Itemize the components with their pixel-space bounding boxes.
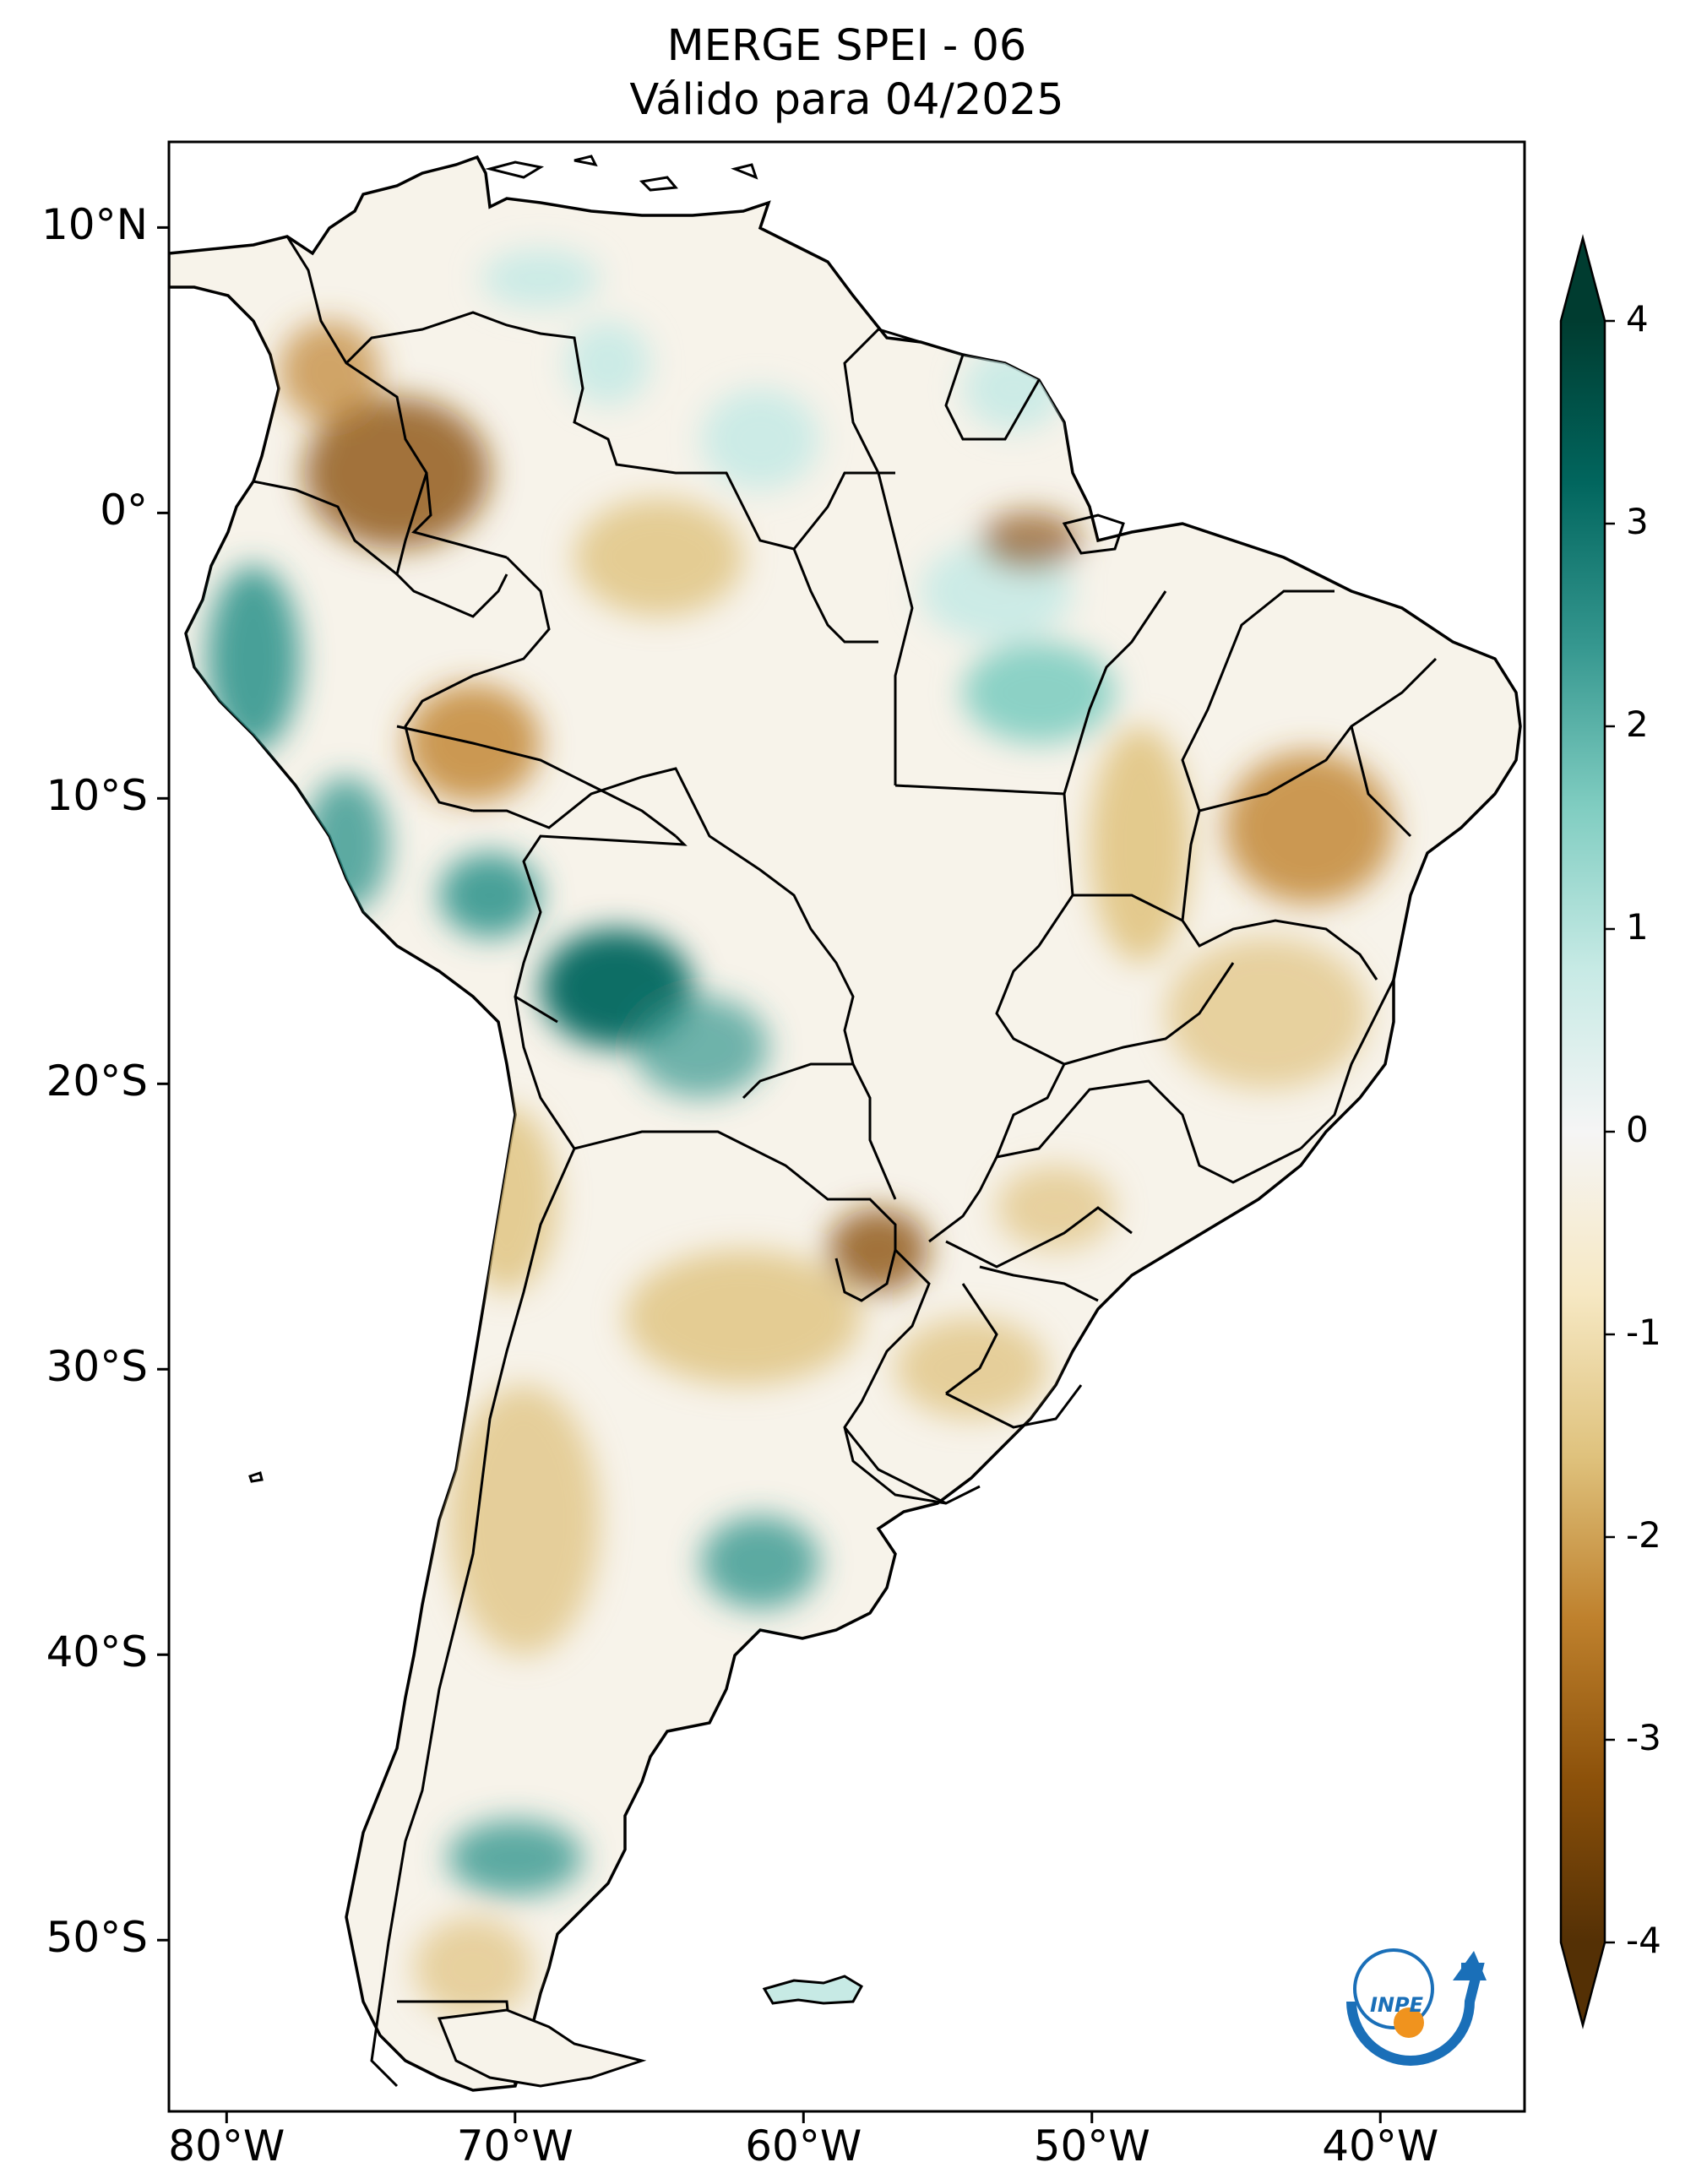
lat-tick-label: 10°S	[46, 771, 148, 821]
colorbar-tick-label: -3	[1626, 1717, 1661, 1758]
falklands-islands	[762, 1975, 864, 2005]
longitude-ticks	[225, 2111, 1382, 2123]
colorbar-tick-label: 2	[1626, 704, 1649, 745]
colorbar-tick-label: 4	[1626, 298, 1649, 340]
lat-tick-label: 40°S	[46, 1627, 148, 1677]
map-frame	[167, 140, 1526, 2113]
inpe-logo-text: INPE	[1370, 1993, 1424, 2017]
colorbar-body	[1561, 321, 1605, 1942]
lat-tick-label: 0°	[100, 486, 148, 535]
colorbar-extend-min	[1561, 1942, 1605, 2025]
lat-tick-label: 30°S	[46, 1342, 148, 1392]
tierra-del-fuego	[437, 2008, 647, 2088]
colorbar-tick-label: -4	[1626, 1920, 1661, 1961]
lon-tick-label: 70°W	[456, 2122, 573, 2170]
country-borders	[253, 236, 1438, 2088]
lon-tick-label: 50°W	[1033, 2122, 1150, 2170]
colorbar-tick-label: -1	[1626, 1312, 1661, 1353]
colorbar-tick-label: 0	[1626, 1109, 1649, 1150]
lon-tick-label: 60°W	[745, 2122, 862, 2170]
islet-pacific	[248, 1471, 264, 1483]
inpe-logo: INPE	[1346, 1948, 1487, 2066]
lon-tick-label: 80°W	[168, 2122, 285, 2170]
latitude-ticks	[157, 225, 169, 1942]
colorbar-tick-label: -2	[1626, 1514, 1661, 1556]
lat-tick-label: 50°S	[46, 1913, 148, 1963]
islands-caribbean	[485, 155, 758, 192]
colorbar-extend-max	[1561, 238, 1605, 321]
map-subtitle: Válido para 04/2025	[629, 75, 1064, 125]
marajo-island	[1062, 513, 1125, 555]
lon-tick-label: 40°W	[1322, 2122, 1439, 2170]
map-title: MERGE SPEI - 06	[666, 21, 1027, 71]
colorbar	[1559, 234, 1615, 2029]
colorbar-tick-label: 3	[1626, 501, 1649, 542]
lat-tick-label: 10°N	[41, 200, 148, 250]
colorbar-tick-label: 1	[1626, 906, 1649, 948]
lat-tick-label: 20°S	[46, 1057, 148, 1106]
